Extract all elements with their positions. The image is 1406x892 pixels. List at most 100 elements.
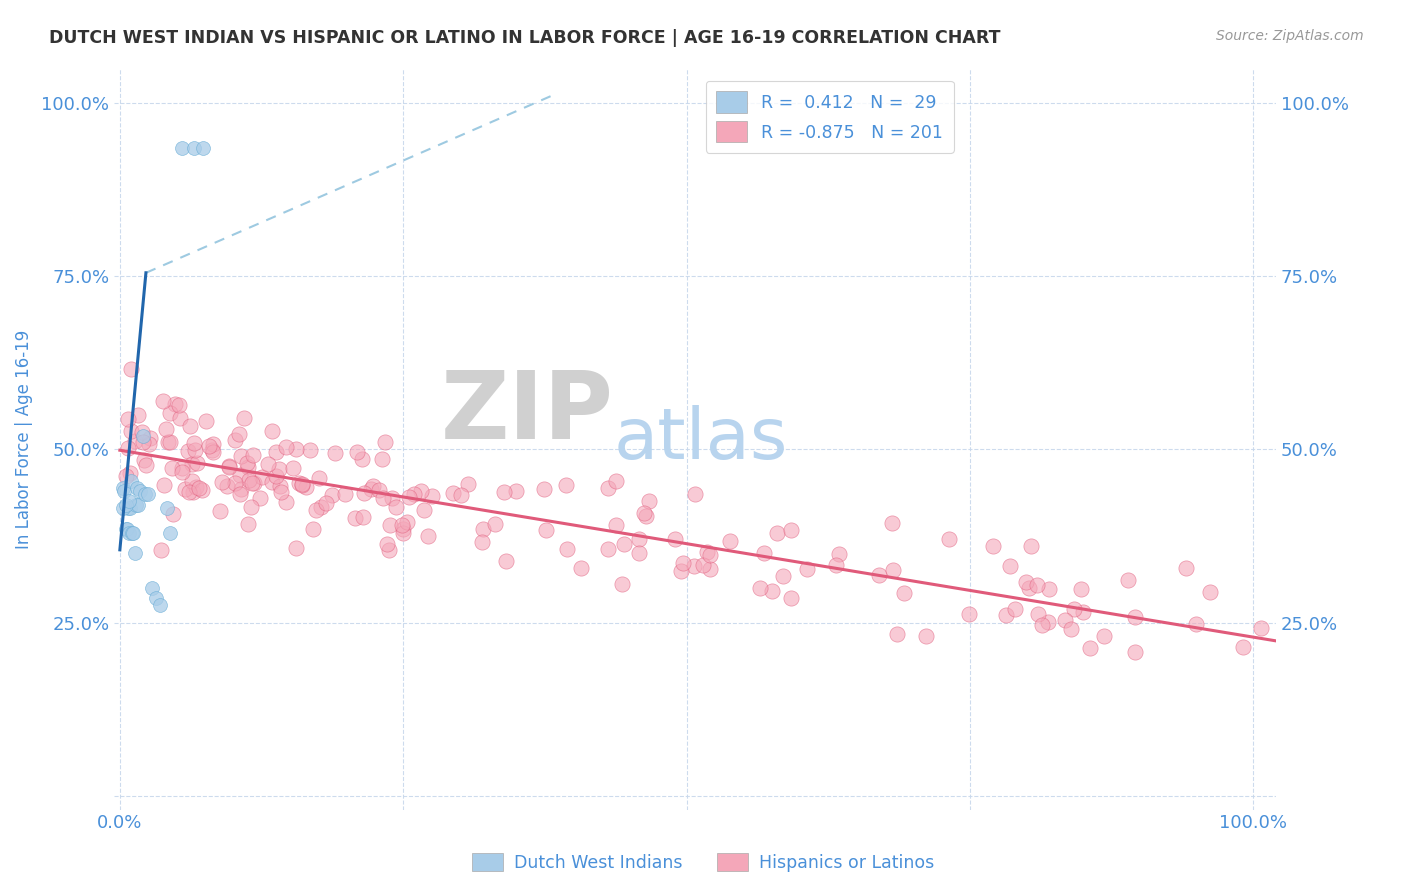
Point <box>1125 610 1147 624</box>
Point <box>236 517 259 532</box>
Point <box>118 525 141 540</box>
Point <box>301 522 323 536</box>
Point <box>1026 607 1049 621</box>
Point <box>117 412 139 426</box>
Point <box>136 487 159 501</box>
Point <box>634 508 657 523</box>
Point <box>184 480 207 494</box>
Point <box>772 569 794 583</box>
Point <box>269 462 291 476</box>
Point <box>180 475 202 489</box>
Point <box>1174 561 1197 575</box>
Point <box>149 543 172 558</box>
Point <box>141 581 163 595</box>
Point <box>218 460 240 475</box>
Point <box>938 533 960 547</box>
Point <box>1116 573 1139 587</box>
Point <box>264 469 287 483</box>
Point <box>236 459 259 474</box>
Point <box>242 448 264 462</box>
Point <box>374 435 396 450</box>
Point <box>295 480 318 494</box>
Point <box>1063 602 1085 616</box>
Point <box>243 476 266 491</box>
Point <box>118 466 141 480</box>
Point <box>224 476 246 491</box>
Point <box>274 440 297 454</box>
Point <box>236 457 259 471</box>
Point <box>120 474 142 488</box>
Point <box>391 526 413 541</box>
Point <box>122 525 145 540</box>
Point <box>118 494 141 508</box>
Point <box>1070 582 1092 596</box>
Point <box>167 398 190 412</box>
Point <box>224 434 246 448</box>
Point <box>994 608 1017 623</box>
Point <box>211 475 233 489</box>
Point <box>1185 616 1208 631</box>
Point <box>555 542 578 557</box>
Point <box>450 488 472 502</box>
Point <box>231 449 253 463</box>
Point <box>596 541 619 556</box>
Point <box>915 629 938 643</box>
Point <box>229 483 252 497</box>
Point <box>257 458 280 472</box>
Point <box>748 581 770 595</box>
Point <box>218 458 240 473</box>
Point <box>181 485 204 500</box>
Point <box>998 559 1021 574</box>
Point <box>682 559 704 574</box>
Point <box>148 599 170 613</box>
Point <box>124 546 146 560</box>
Point <box>283 461 305 475</box>
Point <box>191 483 214 497</box>
Point <box>238 474 260 488</box>
Point <box>699 562 721 576</box>
Point <box>139 431 162 445</box>
Point <box>1018 581 1040 595</box>
Y-axis label: In Labor Force | Age 16-19: In Labor Force | Age 16-19 <box>15 329 32 549</box>
Point <box>229 487 252 501</box>
Point <box>1092 629 1115 643</box>
Point <box>169 411 191 425</box>
Point <box>612 536 634 550</box>
Point <box>156 501 179 516</box>
Point <box>886 627 908 641</box>
Point <box>412 502 434 516</box>
Point <box>868 567 890 582</box>
Point <box>637 493 659 508</box>
Point <box>391 517 413 532</box>
Point <box>183 436 205 450</box>
Point <box>343 510 366 524</box>
Point <box>117 501 139 516</box>
Point <box>1060 622 1083 636</box>
Point <box>779 523 801 537</box>
Point <box>533 482 555 496</box>
Point <box>153 478 176 492</box>
Point <box>194 414 217 428</box>
Point <box>1199 585 1222 599</box>
Text: atlas: atlas <box>614 405 789 474</box>
Point <box>959 607 981 621</box>
Point <box>754 546 776 560</box>
Point <box>396 515 419 529</box>
Point <box>1026 577 1049 591</box>
Point <box>683 487 706 501</box>
Point <box>159 525 181 540</box>
Legend: Dutch West Indians, Hispanics or Latinos: Dutch West Indians, Hispanics or Latinos <box>465 847 941 879</box>
Point <box>114 498 136 512</box>
Point <box>381 491 404 505</box>
Point <box>1250 621 1272 635</box>
Text: ZIP: ZIP <box>441 368 614 459</box>
Point <box>472 522 495 536</box>
Point <box>152 394 174 409</box>
Point <box>177 485 200 500</box>
Point <box>112 501 135 516</box>
Point <box>1071 605 1094 619</box>
Point <box>484 516 506 531</box>
Point <box>201 445 224 459</box>
Point <box>285 541 308 556</box>
Point <box>315 496 337 510</box>
